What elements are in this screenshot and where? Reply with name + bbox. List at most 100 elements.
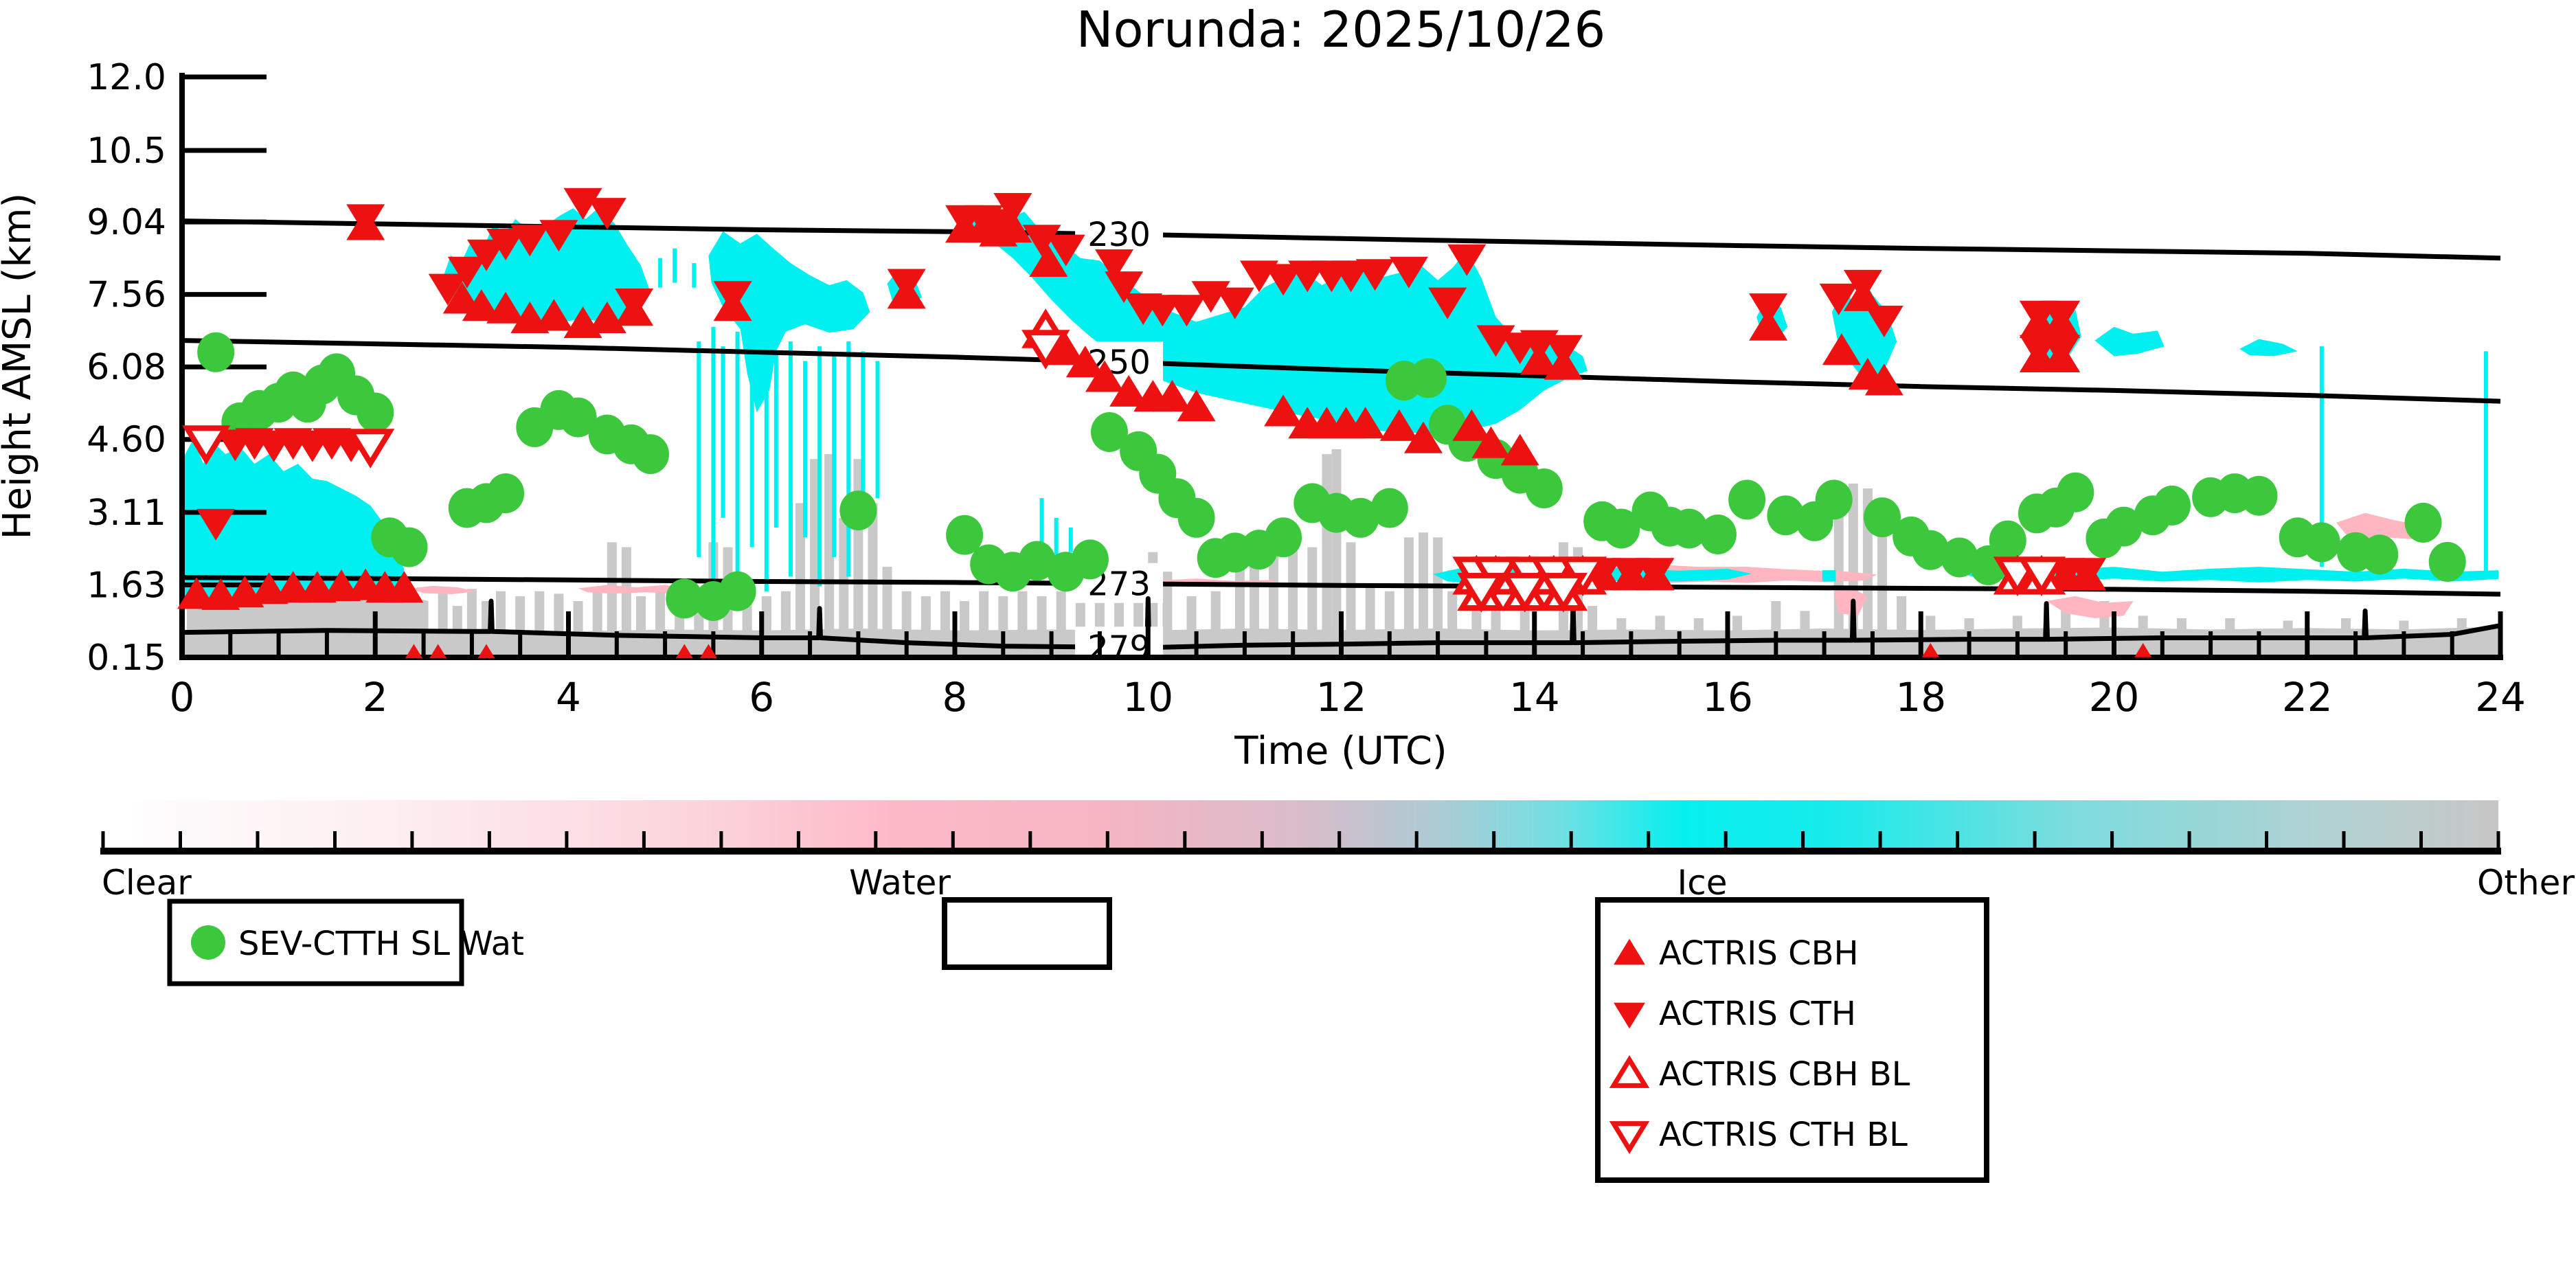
actris-marker — [177, 577, 216, 609]
actris-marker — [2134, 643, 2152, 657]
other-column — [1384, 591, 1394, 651]
y-tick-label: 1.63 — [87, 565, 166, 607]
other-column — [1234, 556, 1245, 651]
x-tick-label: 10 — [1122, 674, 1173, 721]
actris-marker — [1428, 287, 1467, 319]
x-tick-label: 12 — [1316, 674, 1367, 721]
sev-ctth-point — [2361, 534, 2399, 575]
legend-actris-cbh-label: ACTRIS CBH — [1659, 934, 1859, 973]
sev-ctth-point — [1410, 358, 1447, 398]
x-tick-label: 20 — [2089, 674, 2140, 721]
y-axis-label: Height AMSL (km) — [0, 193, 40, 540]
sev-ctth-point — [1018, 541, 1056, 581]
ice-region — [1822, 570, 1836, 582]
sev-ctth-point — [719, 571, 756, 611]
other-column — [1897, 596, 1907, 651]
ice-virga-streak — [773, 351, 778, 528]
actris-marker — [2042, 335, 2081, 367]
sev-ctth-point — [1699, 515, 1737, 554]
other-column — [1471, 606, 1482, 651]
actris-marker — [1177, 389, 1216, 422]
y-tick-label: 12.0 — [87, 57, 166, 98]
actris-marker — [1749, 293, 1788, 326]
other-column — [1322, 454, 1332, 651]
isotherm-273 — [181, 575, 2501, 597]
actris-marker — [1539, 572, 1588, 613]
other-column — [1365, 586, 1375, 651]
sev-ctth-point — [1670, 508, 1708, 549]
other-column — [1419, 532, 1429, 651]
actris-marker — [346, 204, 385, 236]
other-column — [1307, 547, 1318, 651]
actris-marker — [273, 571, 313, 603]
x-tick-label: 0 — [170, 674, 195, 721]
sev-ctth-point — [1728, 479, 1766, 520]
actris-marker — [1457, 572, 1506, 613]
actris-marker — [2017, 556, 2066, 597]
actris-marker — [1095, 249, 1133, 281]
actris-marker — [1404, 421, 1443, 453]
other-column — [998, 596, 1008, 651]
sev-ctth-point — [2404, 502, 2442, 543]
other-column — [1616, 618, 1627, 651]
sev-ctth-point — [2105, 506, 2143, 547]
sev-ctth-point — [390, 527, 428, 567]
actris-marker — [1264, 394, 1303, 427]
other-column — [1210, 591, 1221, 651]
colorbar-label-ice: Ice — [1677, 863, 1728, 903]
actris-marker — [1819, 283, 1858, 315]
actris-marker — [1143, 295, 1182, 327]
actris-marker — [182, 425, 231, 465]
legend-actris-cth-bl-label: ACTRIS CTH BL — [1659, 1116, 1908, 1154]
other-column — [1732, 615, 1743, 651]
actris-marker — [1346, 407, 1385, 439]
sev-ctth-point — [487, 473, 525, 514]
other-column — [573, 601, 583, 651]
sev-ctth-point — [2057, 472, 2094, 512]
other-column — [1162, 572, 1173, 651]
actris-markers — [177, 188, 2152, 659]
actris-marker — [1331, 260, 1370, 293]
other-column — [607, 542, 617, 651]
x-tick-label: 24 — [2475, 674, 2526, 721]
other-column — [554, 594, 564, 651]
colorbar-group — [100, 800, 2501, 855]
ice-virga-streak — [846, 341, 851, 577]
other-column — [452, 606, 462, 651]
other-column — [2138, 615, 2148, 651]
sev-ctth-point — [1342, 497, 1379, 538]
legend-sev-label: SEV-CTTH SL Wat — [238, 925, 524, 963]
legend-actris-box: ACTRIS CBH ACTRIS CTH ACTRIS CBH BL ACTR… — [1595, 897, 1989, 1183]
actris-marker — [1636, 558, 1675, 590]
ice-region — [708, 231, 870, 413]
colorbar-bar — [103, 800, 2498, 850]
x-tick-label: 4 — [556, 674, 581, 721]
actris-marker — [1021, 330, 1070, 370]
x-tick-label: 16 — [1702, 674, 1753, 721]
other-column — [1186, 596, 1197, 651]
actris-marker — [993, 193, 1032, 225]
actris-cbh-triangle-up-icon — [1614, 938, 1645, 965]
sev-ctth-point — [2428, 541, 2466, 582]
actris-marker — [462, 289, 501, 321]
x-tick-label: 14 — [1509, 674, 1560, 721]
ice-virga-streak — [697, 341, 701, 557]
sev-ctth-point — [839, 490, 877, 531]
ice-region — [2239, 339, 2298, 357]
sev-ctth-point — [1525, 468, 1563, 508]
other-column — [438, 591, 448, 651]
other-column — [1433, 537, 1443, 651]
sev-ctth-point — [2153, 485, 2191, 526]
actris-marker — [486, 229, 526, 260]
sev-ctth-point — [2240, 475, 2278, 516]
sev-ctth-point — [197, 332, 235, 372]
actris-marker — [1447, 244, 1487, 276]
x-tick-label: 2 — [363, 674, 388, 721]
actris-marker — [1046, 333, 1085, 365]
other-column — [496, 591, 506, 651]
legend-actris-cth-label: ACTRIS CTH — [1659, 995, 1856, 1033]
actris-marker — [346, 429, 395, 468]
isotherm-label-bg — [1075, 213, 1164, 253]
actris-marker — [429, 644, 447, 659]
